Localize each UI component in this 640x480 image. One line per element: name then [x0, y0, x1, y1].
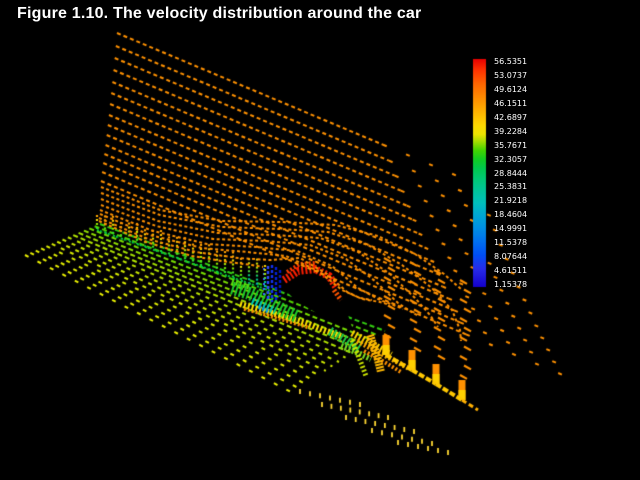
colorbar-labels: 56.5351 53.0737 49.6124 46.1511 42.6897 39.22…: [494, 58, 527, 289]
colorbar-label: 56.5351: [494, 57, 528, 66]
colorbar-label: 46.1511: [494, 98, 528, 108]
colorbar-label: 1.15378: [494, 280, 528, 289]
colorbar-label: 28.8444: [494, 168, 528, 178]
colorbar-label: 49.6124: [494, 84, 528, 94]
colorbar-label: 32.3057: [494, 154, 528, 164]
colorbar-label: 18.4604: [494, 210, 528, 220]
colorbar-label: 35.7671: [494, 140, 528, 150]
colorbar-label: 25.3831: [494, 182, 528, 192]
colorbar-label: 8.07644: [494, 252, 528, 262]
colorbar-label: 53.0737: [494, 70, 528, 80]
colorbar-label: 39.2284: [494, 126, 528, 136]
colorbar-label: 21.9218: [494, 196, 528, 206]
colorbar-label: 14.9991: [494, 224, 528, 234]
colorbar-label: 4.61511: [494, 266, 528, 276]
colorbar-label: 42.6897: [494, 112, 528, 122]
colorbar-label: 11.5378: [494, 238, 528, 248]
